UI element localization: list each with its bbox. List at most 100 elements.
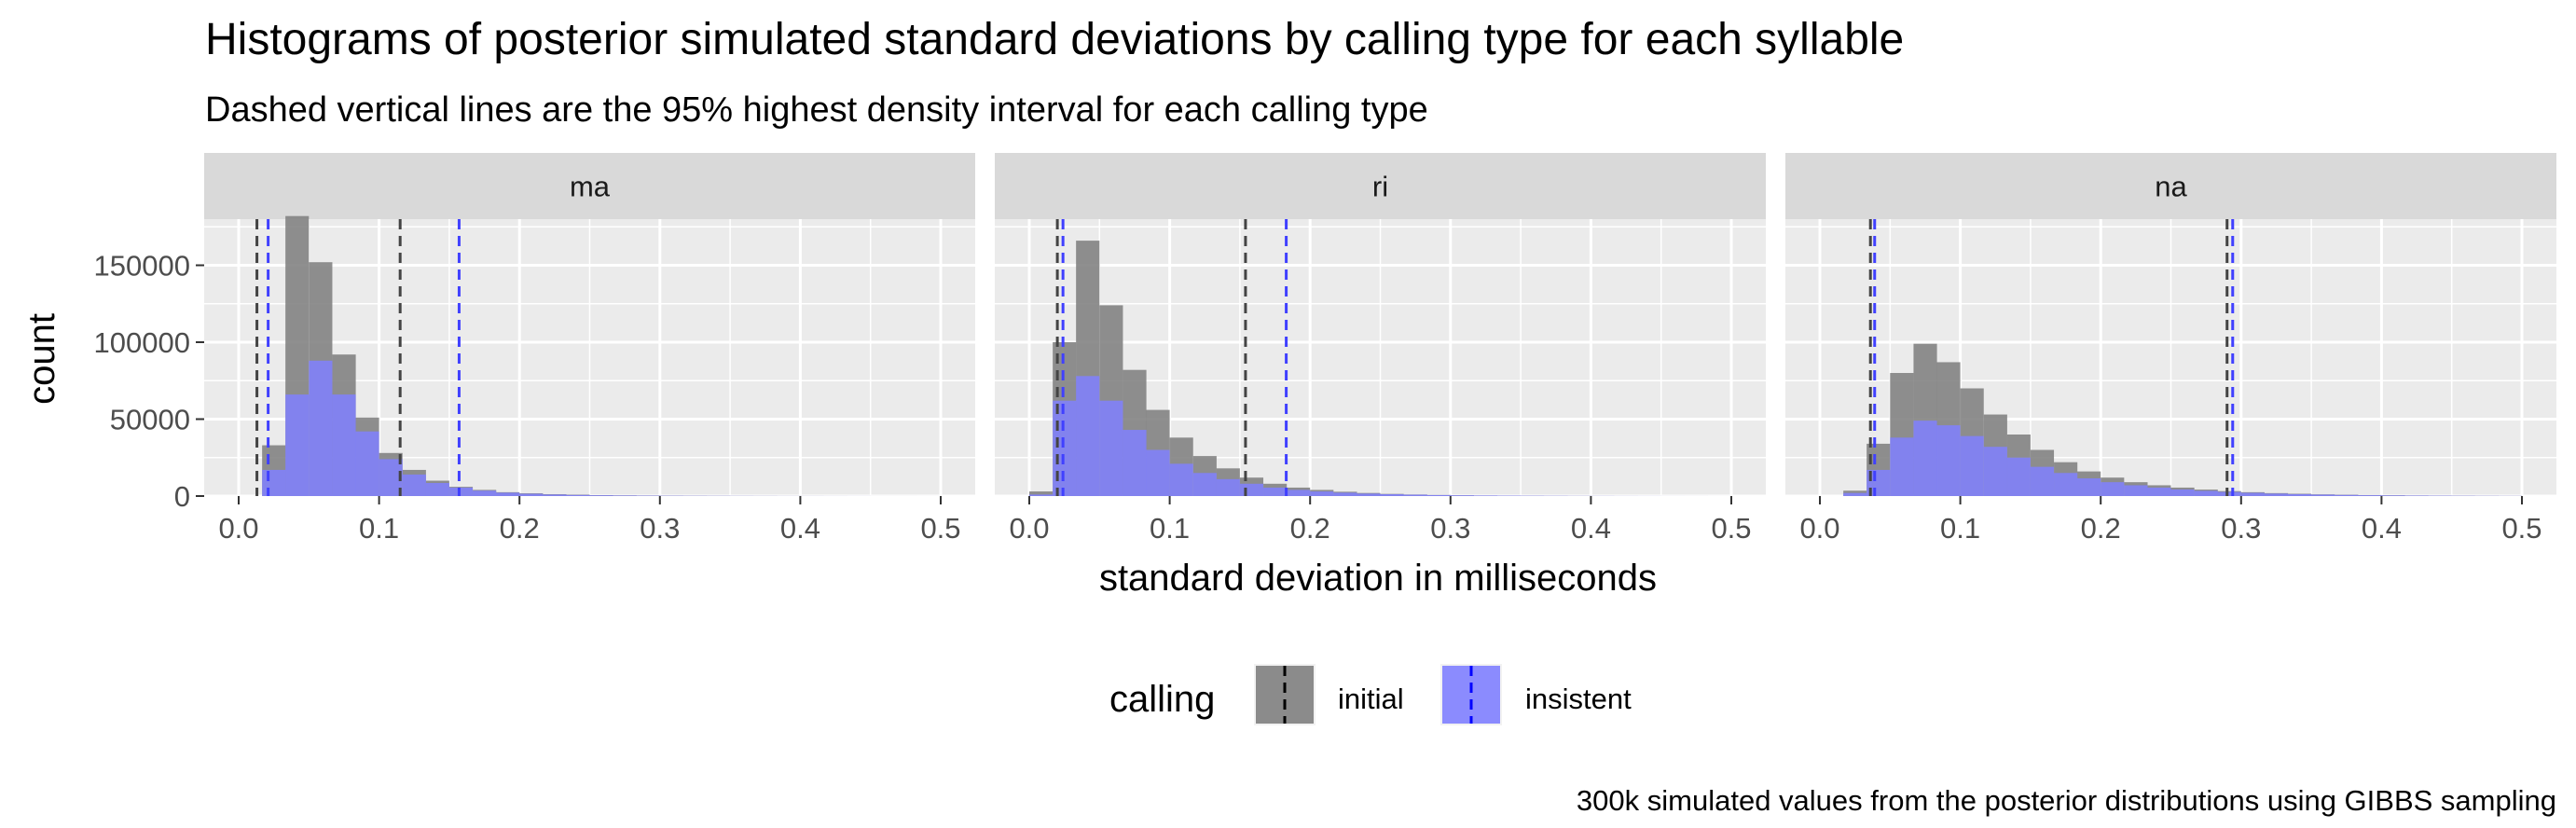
y-axis-title: count [21,313,62,405]
legend-title: calling [1109,679,1215,720]
histogram-bar [1380,494,1404,496]
x-tick-label: 0.2 [2081,512,2121,545]
x-tick-label: 0.3 [2221,512,2261,545]
histogram-bar [1169,463,1193,496]
chart-subtitle: Dashed vertical lines are the 95% highes… [205,90,1428,130]
histogram-bar [379,459,403,496]
x-tick-label: 0.2 [1290,512,1330,545]
histogram-bar [1029,494,1054,496]
histogram-bar [448,487,474,496]
histogram-bar [2335,494,2359,496]
legend: calling initial insistent [1109,664,1632,725]
facet-strip [1785,153,2556,219]
x-tick-label: 0.5 [920,512,960,545]
histogram-bar [589,495,613,496]
facet-panel-ma: ma 0.0 0.1 0.2 0.3 0.4 0.5 0 50000 100000 150000 [94,153,975,545]
histogram-bar [1983,447,2007,496]
chart-caption: 300k simulated values from the posterior… [1577,784,2556,817]
histogram-bar [285,394,310,496]
histogram-bar [402,474,426,496]
x-tick-label: 0.0 [1799,512,1839,545]
y-tick-label: 150000 [94,250,190,283]
histogram-bar [1890,437,1914,496]
histogram-bar [1287,490,1311,496]
histogram-bar [262,469,286,496]
histogram-bar [1263,487,1288,496]
histogram-bar [519,493,544,496]
histogram-bar [2264,493,2289,496]
x-tick-label: 0.1 [1150,512,1190,545]
histogram-bar [1426,494,1451,496]
histogram-bar [1310,491,1334,496]
histogram-bar [425,482,449,496]
histogram-bar [1123,430,1147,496]
x-tick-label: 0.4 [1571,512,1611,545]
histogram-bar [2054,473,2078,496]
x-tick-label: 0.3 [640,512,680,545]
histogram-bar [1913,421,1937,496]
histogram-bar [1192,473,1217,496]
facet-panel-ri: ri 0.0 0.1 0.2 0.3 0.4 0.5 [995,153,1766,545]
histogram-bar [1053,400,1077,496]
histogram-bar [2170,489,2195,496]
histogram-bar [2240,492,2265,496]
histogram-bar [566,494,590,496]
histogram-bar [2101,482,2125,496]
facet-panels: ma 0.0 0.1 0.2 0.3 0.4 0.5 0 50000 100000 150000 ri… [94,153,2556,545]
legend-key-initial [1254,664,1316,725]
facet-strip-label: na [2155,171,2187,203]
histogram-bar [2194,490,2218,496]
histogram-bar [1239,483,1264,496]
facet-strip-label: ri [1372,171,1388,203]
histogram-bar [1936,425,1961,496]
histogram-bar [1843,492,1867,496]
x-tick-label: 0.5 [1711,512,1751,545]
histogram-bar [1146,449,1170,496]
histogram-bar [1403,494,1427,496]
chart-title: Histograms of posterior simulated standa… [205,15,1904,64]
legend-key-insistent [1440,664,1502,725]
y-tick-label: 100000 [94,326,190,359]
histogram-bar [1333,492,1357,496]
histogram-bar [2217,491,2241,496]
x-tick-label: 0.1 [1940,512,1980,545]
histogram-series-insistent [1843,421,2522,496]
hdi-lines-initial [1055,219,1247,496]
legend-label-insistent: insistent [1525,683,1632,715]
histogram-bar [2030,466,2055,496]
histogram-series-insistent [1029,376,1731,496]
hdi-lines-insistent [1873,219,2235,496]
hdi-lines-insistent [267,219,461,496]
histogram-bar [355,431,379,496]
x-tick-label: 0.4 [780,512,820,545]
facet-panel-na: na 0.0 0.1 0.2 0.3 0.4 0.5 [1785,153,2556,545]
y-tick-label: 50000 [110,404,190,436]
histogram-bar [2358,495,2382,496]
histogram-bar [2381,495,2405,496]
y-tick-label: 0 [174,480,190,513]
histogram-bar [613,495,637,496]
hdi-lines-insistent [1061,219,1288,496]
histogram-bar [1099,400,1123,496]
histogram-bar [1076,376,1100,496]
histogram-bar [2311,494,2335,496]
histogram-bar [496,492,520,496]
x-tick-label: 0.0 [218,512,258,545]
histogram-bar [1216,478,1240,496]
hdi-lines-initial [255,219,402,496]
x-tick-label: 0.5 [2501,512,2542,545]
histogram-bar [2287,493,2312,496]
x-tick-label: 0.0 [1009,512,1049,545]
x-tick-label: 0.3 [1430,512,1470,545]
histogram-bar [1473,495,1498,496]
hdi-lines-initial [1868,219,2229,496]
histogram-bar [2077,478,2101,496]
histogram-bar [1450,495,1474,496]
x-axis-title: standard deviation in milliseconds [1099,558,1657,599]
histogram-series-insistent [262,360,941,496]
histogram-bar [2124,485,2148,496]
histogram-bar [309,360,333,496]
facet-strip [995,153,1766,219]
x-tick-label: 0.1 [359,512,399,545]
